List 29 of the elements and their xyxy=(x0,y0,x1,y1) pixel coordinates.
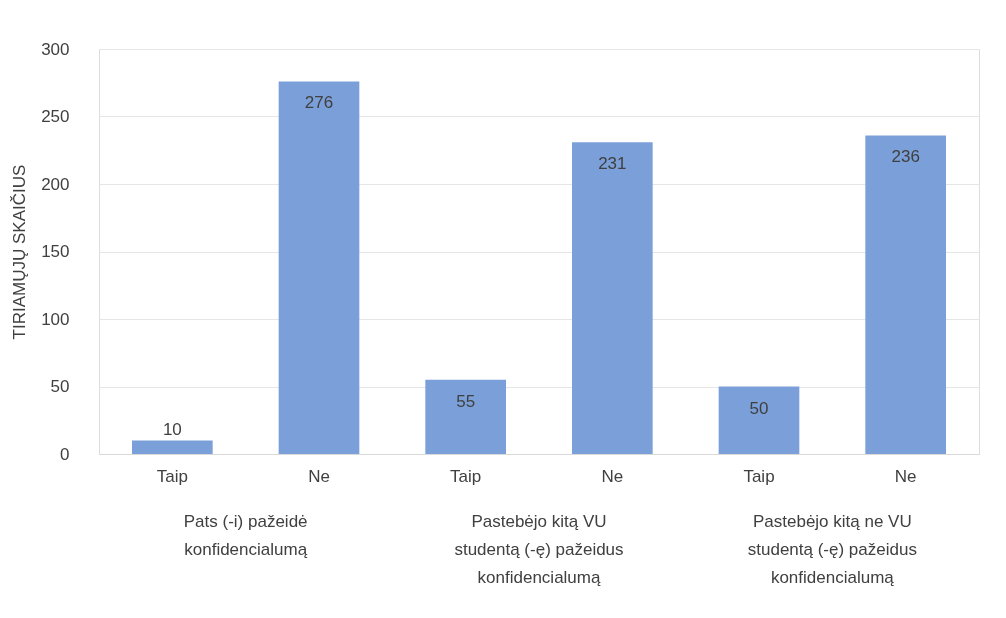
bar xyxy=(572,142,653,454)
data-label: 231 xyxy=(598,154,627,174)
bar xyxy=(865,135,946,454)
text: Pastebėjo kitą VU studentą (-ę) pažeidus konfidencialumą xyxy=(454,512,624,587)
y-tick-label: 150 xyxy=(41,242,70,261)
bar xyxy=(718,386,800,454)
x-tick-label: Taip xyxy=(743,466,775,486)
text: Pastebėjo kitą ne VU studentą (-ę) pažeidus konfidencialumą xyxy=(747,512,917,587)
x-tick-label: Ne xyxy=(601,466,624,486)
x-tick-label: Taip xyxy=(450,466,482,486)
y-tick-label: 250 xyxy=(41,107,70,126)
data-label: 276 xyxy=(304,93,334,113)
y-axis-title: TIRIAMŲJŲ SKAIČIUS xyxy=(10,164,30,340)
y-tick-label: 200 xyxy=(41,174,70,194)
data-label: 55 xyxy=(456,391,476,411)
data-label: 10 xyxy=(162,419,182,439)
y-tick-label: 300 xyxy=(41,39,70,59)
y-tick-label: 50 xyxy=(50,377,70,396)
data-label: 50 xyxy=(749,398,769,418)
text: Pats (-i) pažeidė konfidencialumą xyxy=(183,512,308,559)
x-tick-label: Taip xyxy=(156,466,188,486)
bar xyxy=(278,81,360,454)
bar xyxy=(132,440,213,454)
x-tick-label: Ne xyxy=(894,466,917,486)
bar xyxy=(425,379,506,454)
y-tick-label: 0 xyxy=(60,444,70,464)
data-label: 236 xyxy=(891,147,920,167)
x-tick-label: Ne xyxy=(308,466,330,486)
y-tick-label: 100 xyxy=(41,309,70,329)
